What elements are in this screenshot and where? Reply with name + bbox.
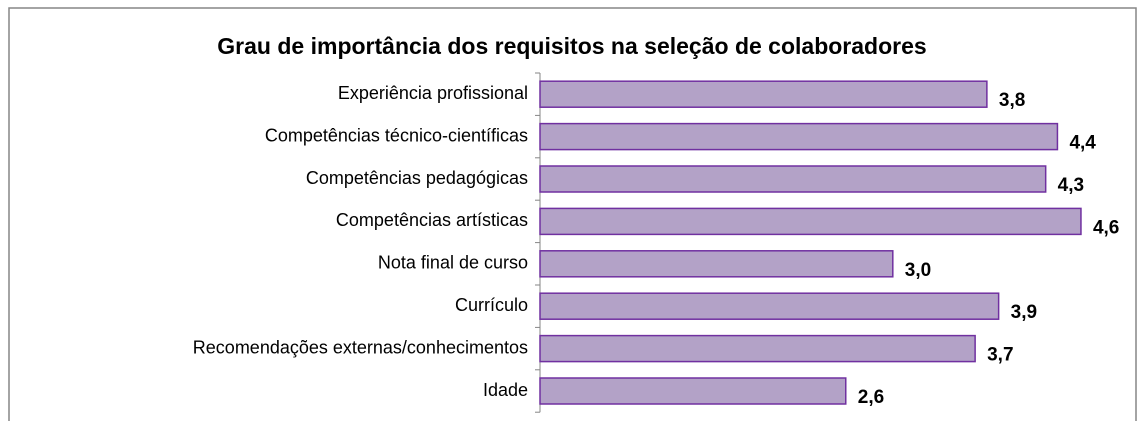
bar xyxy=(539,377,847,405)
y-tick-label: Idade xyxy=(483,380,528,400)
data-label: 3,0 xyxy=(905,260,931,281)
y-tick-label: Nota final de curso xyxy=(378,253,528,273)
bar xyxy=(539,165,1047,193)
data-label: 3,8 xyxy=(999,90,1025,111)
data-label: 3,7 xyxy=(987,345,1013,366)
data-label: 4,3 xyxy=(1058,175,1084,196)
data-label: 2,6 xyxy=(858,387,884,408)
bar xyxy=(539,250,894,278)
data-label: 4,6 xyxy=(1093,217,1119,238)
y-tick-label: Experiência profissional xyxy=(338,83,528,103)
bar xyxy=(539,334,976,363)
data-label: 4,4 xyxy=(1069,133,1096,154)
y-tick-label: Competências pedagógicas xyxy=(306,168,528,188)
y-tick-label: Competências artísticas xyxy=(336,210,528,230)
bar xyxy=(539,292,1000,320)
chart-title: Grau de importância dos requisitos na se… xyxy=(217,33,926,59)
data-label: 3,9 xyxy=(1011,302,1037,323)
y-tick-label: Currículo xyxy=(455,295,528,315)
y-tick-label: Competências técnico-científicas xyxy=(265,125,528,145)
bar xyxy=(539,80,988,108)
bar xyxy=(539,207,1082,236)
chart-border xyxy=(8,7,1137,421)
bar xyxy=(539,122,1059,151)
y-tick-label: Recomendações externas/conhecimentos xyxy=(193,337,528,357)
